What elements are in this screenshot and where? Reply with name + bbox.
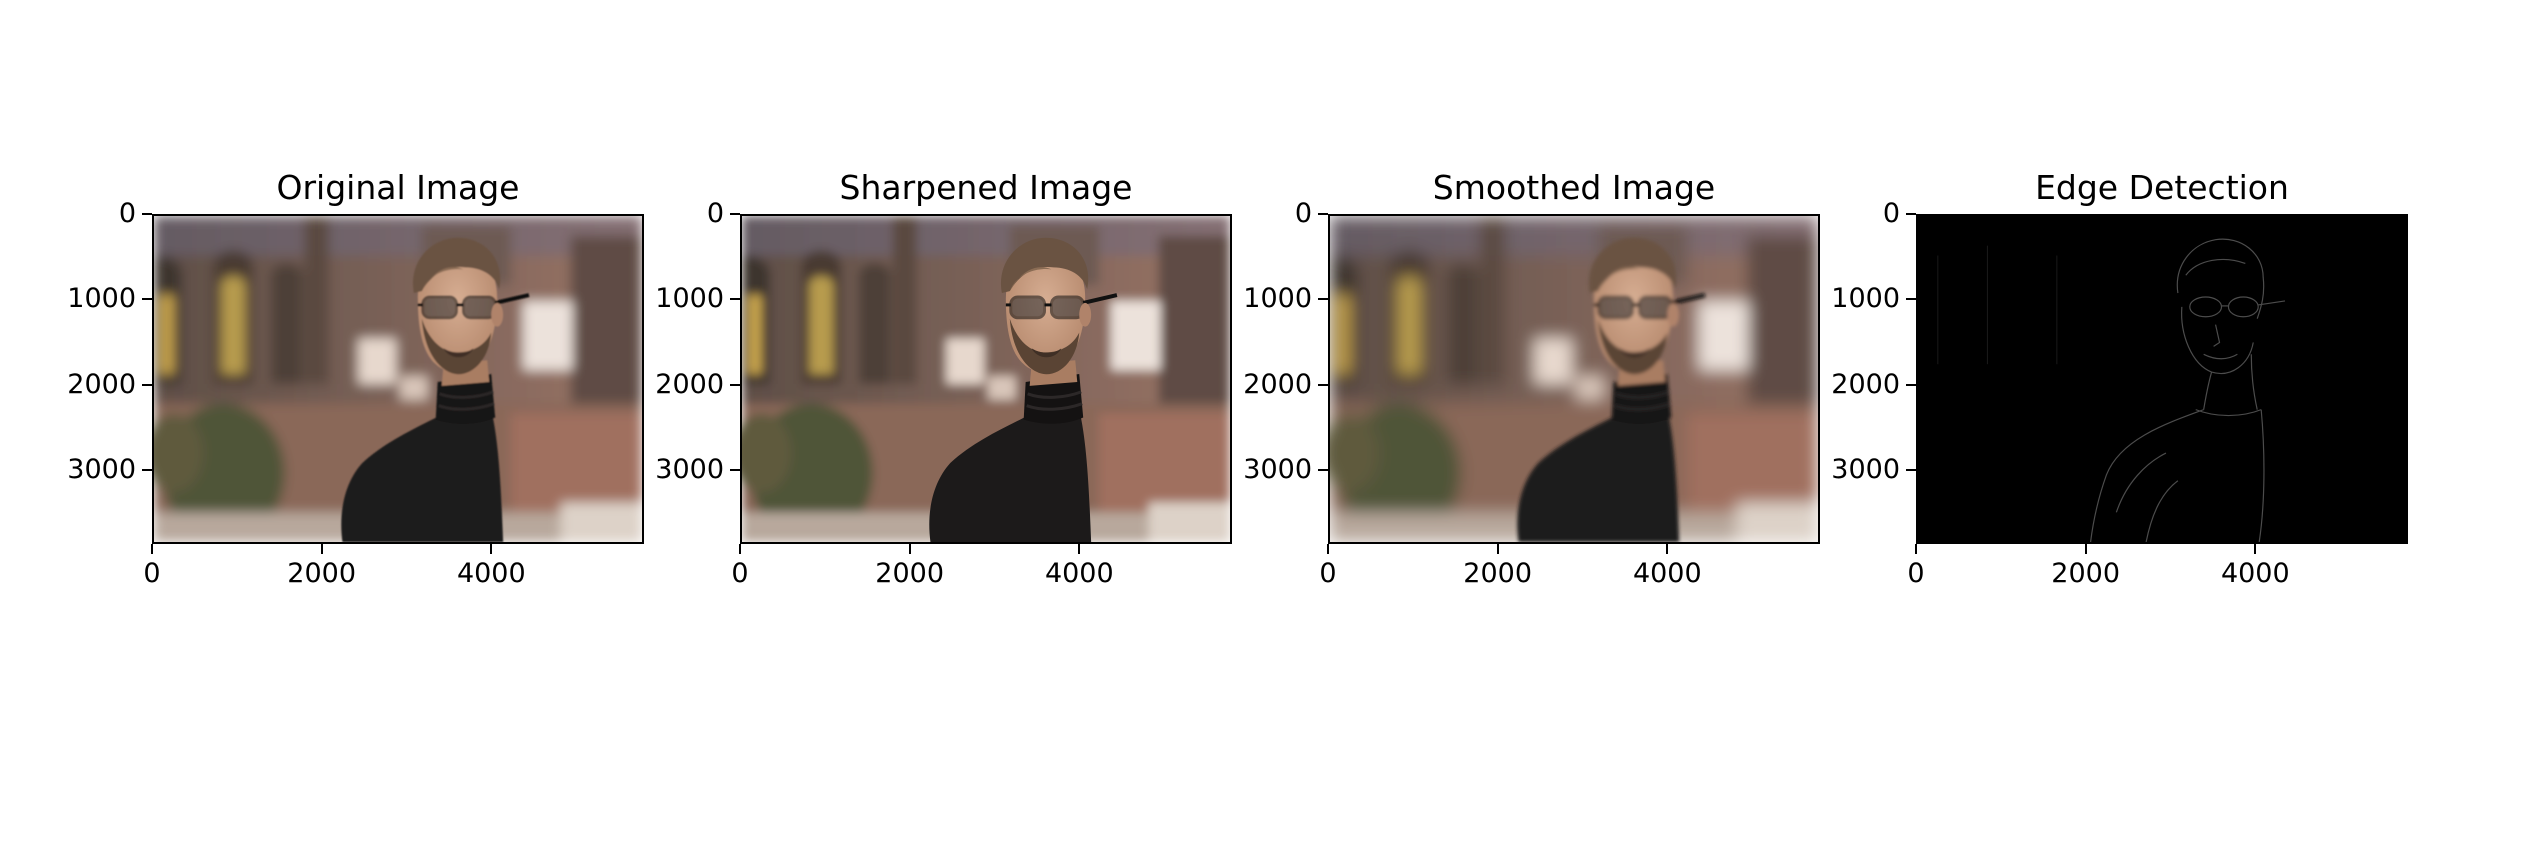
y-tick [1318,468,1328,471]
y-tick-label: 3000 [67,453,136,485]
y-tick [1318,298,1328,301]
x-tick-label: 2000 [1463,558,1532,589]
y-tick [730,298,740,301]
image-sharpened [740,214,1232,544]
y-tick [1906,298,1916,301]
x-tick [1496,544,1499,554]
x-tick-label: 4000 [456,558,526,589]
image-edges [1916,214,2408,544]
y-tick-label: 3000 [655,453,724,485]
y-tick-label: 0 [118,198,136,229]
y-tick [142,213,152,215]
y-tick [1318,383,1328,386]
y-tick-label: 0 [1882,198,1900,229]
y-tick-label: 1000 [1243,283,1312,315]
x-tick-label: 2000 [875,558,944,589]
x-tick [490,544,493,554]
y-tick-label: 2000 [1831,368,1900,400]
x-tick [1078,544,1081,554]
y-tick-label: 0 [706,198,724,229]
subplot-smoothed: Smoothed Image [1176,0,1836,846]
x-tick [2084,544,2087,554]
y-tick [142,298,152,301]
y-tick [730,468,740,471]
x-tick-label: 2000 [287,558,356,589]
y-tick [142,383,152,386]
x-tick-label: 4000 [1044,558,1114,589]
x-tick [1327,544,1329,554]
x-tick [151,544,153,554]
y-tick [1906,468,1916,471]
y-tick-label: 1000 [1831,283,1900,315]
subplot-title: Sharpened Image [839,168,1133,207]
x-tick-label: 4000 [1632,558,1702,589]
subplot-edges: Edge Detection 0 1000 2000 3000 0 2000 4000 [1764,0,2424,846]
y-tick-label: 1000 [655,283,724,315]
y-tick-label: 2000 [655,368,724,400]
y-tick [730,383,740,386]
x-tick [1915,544,1917,554]
y-tick-label: 3000 [1831,453,1900,485]
y-tick [1318,213,1328,215]
subplot-title: Smoothed Image [1432,168,1716,207]
y-tick-label: 1000 [67,283,136,315]
subplot-title: Edge Detection [2035,168,2289,207]
x-tick-label: 0 [1907,558,1925,589]
y-tick-label: 2000 [67,368,136,400]
x-tick-label: 0 [731,558,749,589]
x-tick-label: 0 [143,558,161,589]
x-tick [908,544,911,554]
y-tick [730,213,740,215]
subplot-title: Original Image [276,168,520,207]
y-tick [1906,383,1916,386]
y-tick-label: 2000 [1243,368,1312,400]
image-original [152,214,644,544]
x-tick-label: 0 [1319,558,1337,589]
x-tick-label: 4000 [2220,558,2290,589]
x-tick-label: 2000 [2051,558,2120,589]
x-tick [2254,544,2257,554]
y-tick [142,468,152,471]
x-tick [739,544,741,554]
subplot-sharpened: Sharpened Image [588,0,1248,846]
subplot-original: Original Image [0,0,660,846]
x-tick [320,544,323,554]
x-tick [1666,544,1669,554]
y-tick [1906,213,1916,215]
image-smoothed [1328,214,1820,544]
y-tick-label: 3000 [1243,453,1312,485]
y-tick-label: 0 [1294,198,1312,229]
